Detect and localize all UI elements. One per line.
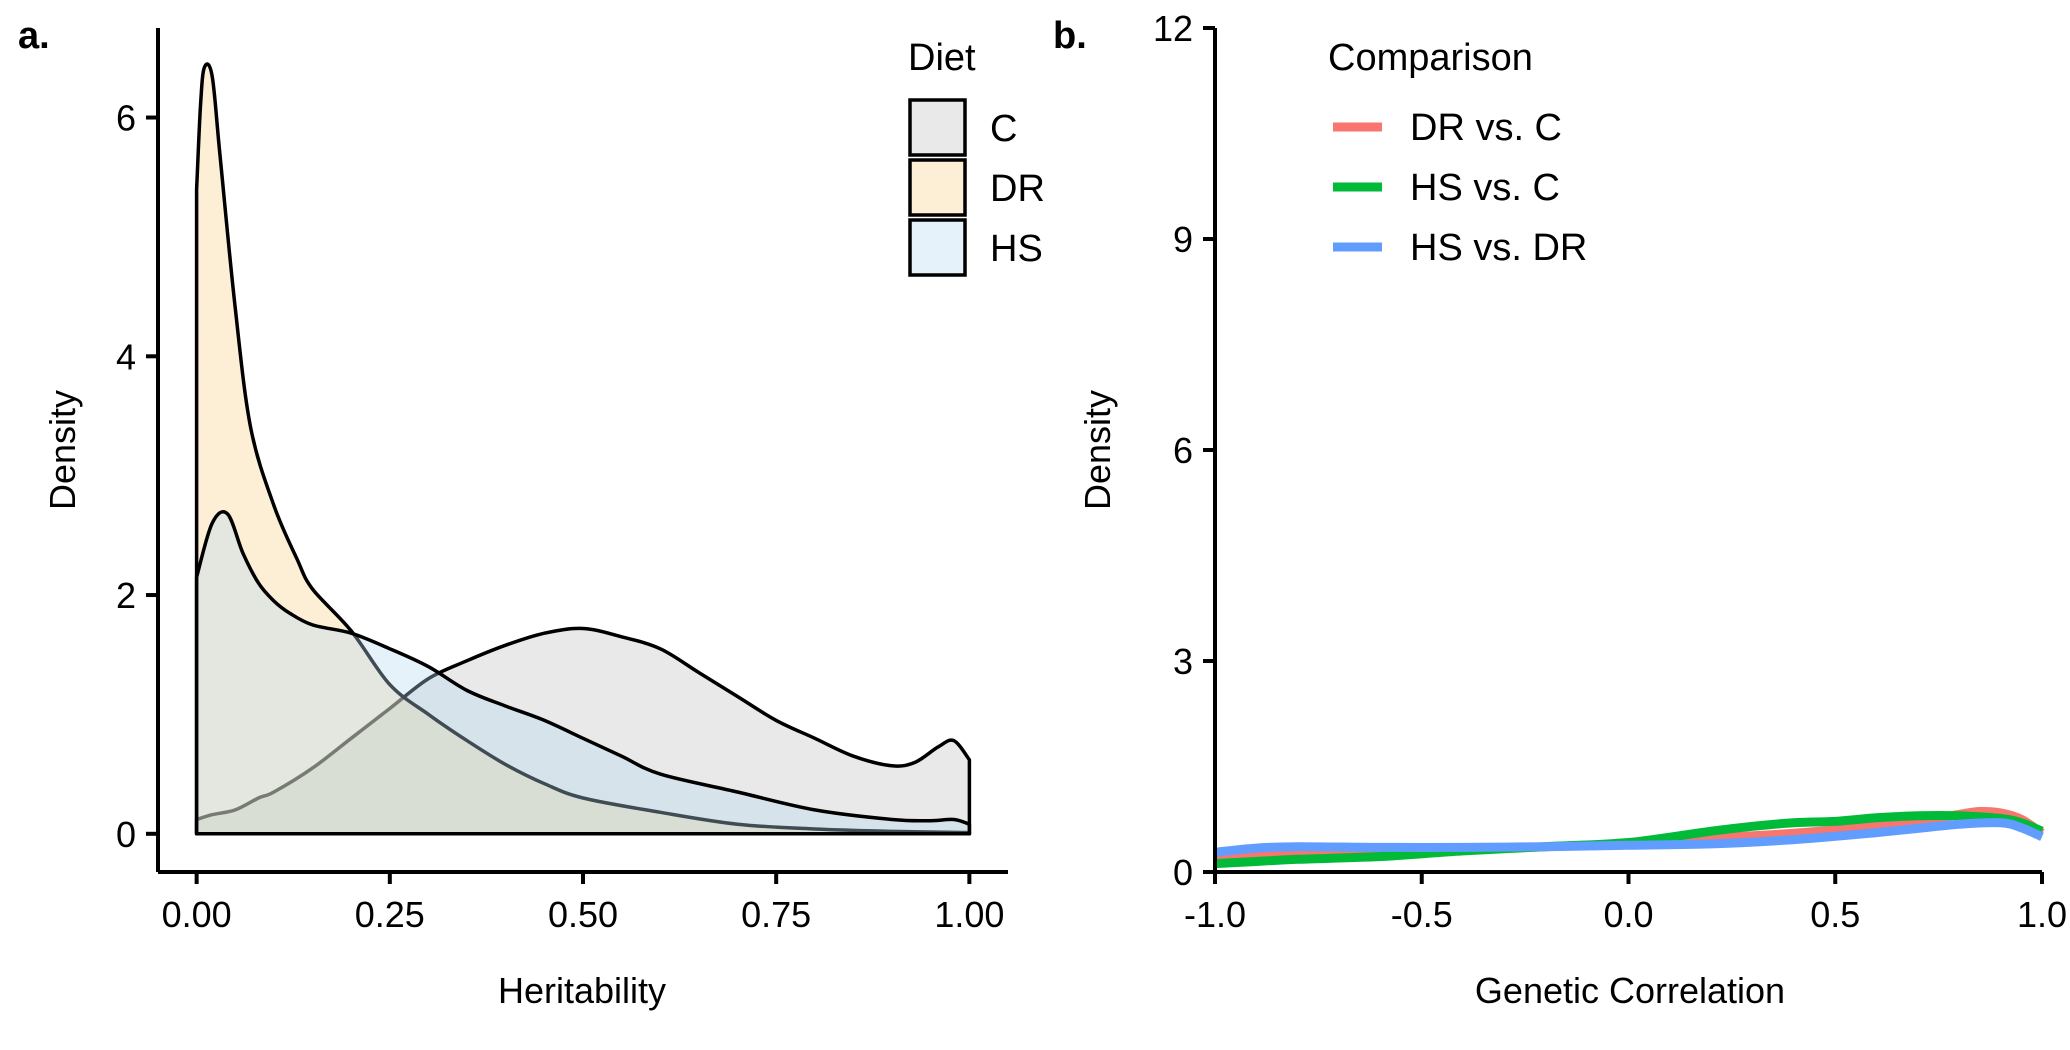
density-line-hs-vs-c xyxy=(1214,810,2044,869)
legend-label-c: C xyxy=(990,108,1017,150)
legend-label-dr-vs-c: DR vs. C xyxy=(1410,107,1562,149)
density-area-hs xyxy=(194,510,972,836)
panel-a-x-tick-label: 0.25 xyxy=(355,894,425,935)
panel-b-x-tick-label: 0.5 xyxy=(1810,894,1860,935)
panel-a-axes: 0 2 4 6 0.00 0.25 0.50 0.75 1.00 xyxy=(116,28,1008,935)
legend-label-hs: HS xyxy=(990,228,1043,270)
panel-b-x-tick-label: -1.0 xyxy=(1184,894,1246,935)
panel-a-x-axis-title: Heritability xyxy=(498,970,666,1011)
density-line-hs-vs-dr xyxy=(1214,818,2044,857)
panel-a-y-tick-label: 6 xyxy=(116,98,136,139)
panel-b-legend-title: Comparison xyxy=(1328,37,1533,79)
panel-a-y-axis-title: Density xyxy=(42,390,83,510)
legend-key-c xyxy=(908,98,967,157)
panel-b-y-tick-label: 0 xyxy=(1173,852,1193,893)
panel-a-legend-title: Diet xyxy=(908,37,976,79)
panel-a-label: a. xyxy=(18,15,50,57)
panel-a-x-tick-label: 0.75 xyxy=(741,894,811,935)
panel-b-axes: 0 3 6 9 12 -1.0 -0.5 0.0 0.5 1.0 xyxy=(1153,8,2067,935)
panel-b: b. 0 3 6 9 12 -1.0 -0.5 0.0 0.5 1.0 Genetic Corre… xyxy=(1053,8,2067,1011)
legend-key-dr xyxy=(908,158,967,217)
density-line-dr-vs-c xyxy=(1214,806,2045,863)
panel-b-x-tick-label: 1.0 xyxy=(2017,894,2067,935)
panel-a-y-tick-label: 4 xyxy=(116,336,136,377)
panel-b-legend: Comparison DR vs. C HS vs. C HS vs. DR xyxy=(1328,37,1587,269)
panel-b-y-tick-label: 3 xyxy=(1173,641,1193,682)
panel-b-x-tick-label: -0.5 xyxy=(1391,894,1453,935)
panel-b-y-tick-label: 12 xyxy=(1153,8,1193,49)
panel-a: a. 0 2 4 6 0.00 0.25 0.50 0.75 1.00 Heritability… xyxy=(18,15,1045,1011)
panel-b-y-axis-title: Density xyxy=(1077,390,1118,510)
panel-a-x-tick-label: 0.00 xyxy=(162,894,232,935)
panel-a-x-tick-label: 0.50 xyxy=(548,894,618,935)
legend-key-hs xyxy=(908,218,967,277)
legend-label-hs-vs-c: HS vs. C xyxy=(1410,167,1560,209)
legend-label-dr: DR xyxy=(990,168,1045,210)
panel-b-y-tick-label: 6 xyxy=(1173,430,1193,471)
panel-b-label: b. xyxy=(1053,15,1087,57)
panel-b-y-tick-label: 9 xyxy=(1173,219,1193,260)
panel-a-y-tick-label: 0 xyxy=(116,814,136,855)
density-area-c xyxy=(194,626,972,836)
panel-b-x-tick-label: 0.0 xyxy=(1603,894,1653,935)
panel-a-legend: Diet C DR HS xyxy=(908,37,1045,277)
panel-a-legend-entries: C DR HS xyxy=(908,98,1045,277)
panel-b-legend-entries: DR vs. C HS vs. C HS vs. DR xyxy=(1333,107,1587,269)
legend-label-hs-vs-dr: HS vs. DR xyxy=(1410,227,1587,269)
panel-a-density-areas xyxy=(194,62,972,836)
panel-a-y-tick-label: 2 xyxy=(116,575,136,616)
panel-b-x-axis-title: Genetic Correlation xyxy=(1475,970,1785,1011)
panel-b-density-lines xyxy=(1214,806,2045,869)
panel-a-x-tick-label: 1.00 xyxy=(934,894,1004,935)
